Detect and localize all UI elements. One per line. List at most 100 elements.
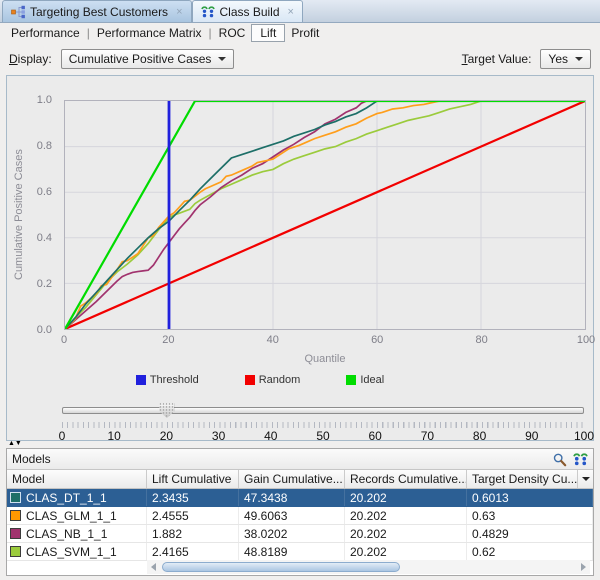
threshold-slider-track[interactable] (62, 407, 584, 414)
ruler-label: 30 (211, 429, 226, 443)
column-header-gain-cumulative-[interactable]: Gain Cumulative... (239, 470, 345, 488)
ruler-label: 40 (264, 429, 278, 443)
view-tabs: Performance | Performance Matrix | ROC Lift Pr… (0, 23, 600, 43)
target-value-dropdown-value: Yes (548, 51, 568, 66)
threshold-slider-thumb[interactable] (159, 403, 175, 418)
target-value-dropdown[interactable]: Yes (540, 48, 591, 69)
model-name: CLAS_NB_1_1 (26, 526, 108, 541)
value-cell: 47.3438 (239, 489, 345, 506)
scroll-left-button[interactable] (147, 561, 160, 574)
column-header-model[interactable]: Model (7, 470, 147, 488)
tab-lift[interactable]: Lift (251, 24, 286, 42)
chart-legend: Threshold Random Ideal (7, 374, 513, 386)
legend-swatch (135, 375, 146, 385)
chevron-down-icon (581, 477, 590, 481)
ruler-label: 60 (368, 429, 382, 443)
tab-performance[interactable]: Performance (11, 26, 80, 40)
legend-item-ideal: Ideal (346, 374, 384, 386)
x-tick-label: 20 (162, 334, 175, 346)
scrollbar-thumb[interactable] (162, 561, 400, 572)
close-icon[interactable]: × (287, 5, 294, 18)
triangle-left-icon (151, 563, 156, 571)
target-value-label: Target Value: (461, 51, 532, 66)
value-cell: 0.6013 (467, 489, 593, 506)
legend-label: Ideal (360, 374, 385, 386)
ruler-label: 10 (107, 429, 121, 443)
class-build-icon (200, 5, 215, 19)
model-cell: CLAS_GLM_1_1 (7, 507, 147, 524)
model-cell: CLAS_DT_1_1 (7, 489, 147, 506)
value-cell: 2.3435 (147, 489, 239, 506)
table-row-clas-nb-1-1[interactable]: CLAS_NB_1_1 1.882 38.0202 20.202 0.4829 (7, 525, 593, 543)
tab-roc[interactable]: ROC (218, 26, 246, 40)
ruler-label: 90 (525, 429, 539, 443)
splitter-collapse-icon[interactable]: ▲▼ (8, 440, 22, 447)
horizontal-scrollbar[interactable] (147, 560, 590, 574)
model-color-swatch (10, 528, 21, 539)
value-cell: 38.0202 (239, 525, 345, 542)
y-tick-label: 1.0 (36, 94, 52, 106)
x-tick-label: 0 (60, 334, 68, 346)
legend-item-random: Random (244, 374, 301, 386)
y-tick-label: 0.4 (36, 232, 52, 244)
slider-ruler-ticks (62, 422, 584, 428)
legend-label: Threshold (149, 374, 199, 386)
tab-class-build[interactable]: Class Build × (191, 0, 303, 22)
y-tick-label: 0.6 (36, 186, 52, 198)
series-clas-dt-1-1 (65, 101, 585, 329)
series-clas-glm-1-1 (65, 101, 585, 329)
scroll-right-button[interactable] (577, 561, 590, 574)
value-cell: 49.6063 (239, 507, 345, 524)
ruler-label: 50 (316, 429, 330, 443)
tab-performance-matrix[interactable]: Performance Matrix (96, 26, 202, 40)
tab-separator: | (86, 26, 90, 40)
models-table-body: CLAS_DT_1_1 2.3435 47.3438 20.202 0.6013 CLAS… (7, 489, 593, 575)
tab-label: Class Build (219, 4, 280, 19)
display-label: Display: (9, 51, 52, 66)
series-ideal (65, 101, 585, 329)
chevron-down-icon (575, 56, 583, 61)
table-row-clas-dt-1-1[interactable]: CLAS_DT_1_1 2.3435 47.3438 20.202 0.6013 (7, 489, 593, 507)
lift-chart (65, 101, 585, 329)
close-icon[interactable]: × (176, 5, 183, 18)
ruler-label: 20 (159, 429, 174, 443)
column-chooser-button[interactable] (578, 470, 593, 488)
model-color-swatch (10, 492, 21, 503)
value-cell: 2.4165 (147, 543, 239, 560)
legend-item-threshold: Threshold (135, 374, 199, 386)
x-axis-tick-labels: 0 20 40 60 80 100 (60, 334, 595, 347)
search-icon[interactable] (552, 452, 567, 467)
model-cell: CLAS_SVM_1_1 (7, 543, 147, 560)
x-tick-label: 80 (475, 334, 488, 346)
y-tick-label: 0.8 (36, 140, 52, 152)
tab-label: Targeting Best Customers (30, 4, 169, 19)
panel-splitter[interactable]: ▲▼ (0, 440, 600, 448)
x-tick-label: 100 (576, 334, 596, 346)
tab-profit[interactable]: Profit (291, 26, 320, 40)
scrollbar-track[interactable] (160, 561, 577, 574)
value-cell: 48.8189 (239, 543, 345, 560)
display-dropdown[interactable]: Cumulative Positive Cases (60, 48, 235, 69)
column-header-target-density-cu-[interactable]: Target Density Cu... (467, 470, 578, 488)
x-axis-title: Quantile (304, 353, 346, 365)
model-cell: CLAS_NB_1_1 (7, 525, 147, 542)
lift-chart-panel: Cumulative Positive Cases 0.0 0.2 0.4 0.6 0.… (6, 75, 595, 443)
value-cell: 1.882 (147, 525, 239, 542)
table-row-clas-glm-1-1[interactable]: CLAS_GLM_1_1 2.4555 49.6063 20.202 0.63 (7, 507, 593, 525)
models-filter-icon[interactable] (573, 452, 588, 467)
model-name: CLAS_DT_1_1 (26, 490, 107, 505)
model-name: CLAS_SVM_1_1 (26, 544, 117, 559)
y-tick-label: 0.2 (36, 278, 52, 290)
tab-targeting-best-customers[interactable]: Targeting Best Customers × (2, 0, 192, 22)
column-header-lift-cumulative[interactable]: Lift Cumulative (147, 470, 239, 488)
models-panel-title: Models (12, 452, 51, 466)
legend-label: Random (258, 374, 301, 386)
value-cell: 2.4555 (147, 507, 239, 524)
column-header-records-cumulative-[interactable]: Records Cumulative... (345, 470, 467, 488)
table-row-clas-svm-1-1[interactable]: CLAS_SVM_1_1 2.4165 48.8189 20.202 0.62 (7, 543, 593, 561)
y-tick-label: 0.0 (36, 324, 52, 336)
value-cell: 0.4829 (467, 525, 593, 542)
value-cell: 0.63 (467, 507, 593, 524)
lift-chart-plot[interactable] (64, 100, 586, 330)
